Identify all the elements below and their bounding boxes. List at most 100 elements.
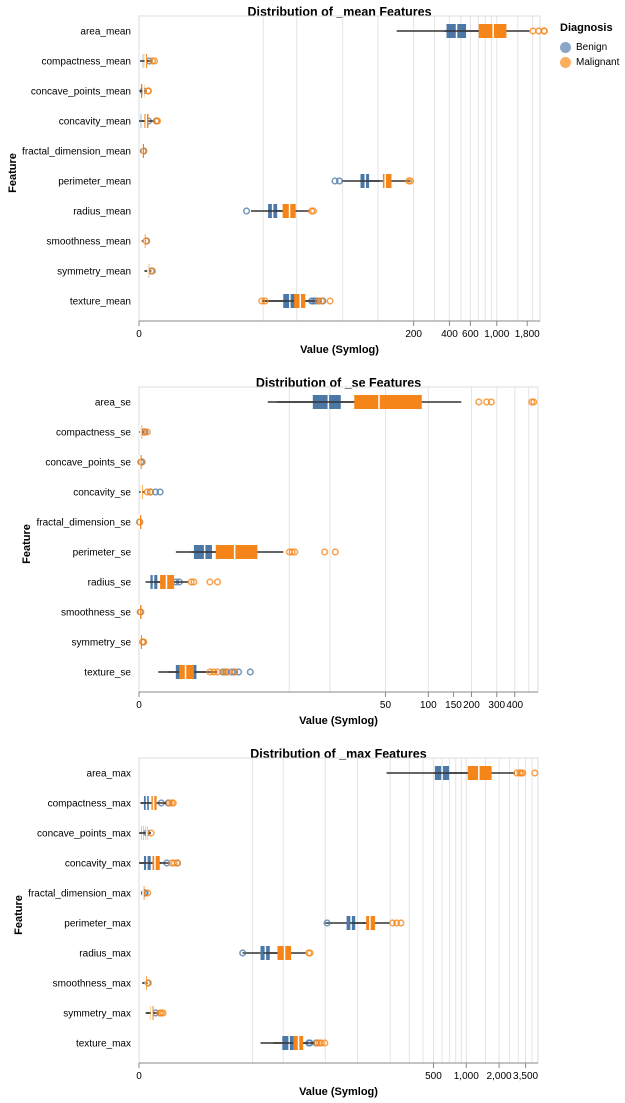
x-axis-title: Value (Symlog) [300, 344, 379, 356]
outlier-point [150, 57, 159, 65]
legend: Diagnosis Benign Malignant [560, 22, 619, 70]
outlier-point [335, 177, 344, 185]
box-body [467, 766, 492, 780]
y-tick-label: perimeter_mean [58, 177, 131, 188]
box-malignant-concave_points_mean[interactable] [140, 84, 153, 98]
outlier-point [140, 638, 148, 646]
box-malignant-concavity_max[interactable] [139, 856, 182, 870]
outlier-point [146, 488, 155, 496]
outlier-point [206, 668, 214, 676]
y-tick-label: compactness_max [48, 799, 131, 810]
outlier-point [318, 297, 326, 305]
outlier-point [235, 668, 243, 676]
outlier-point [258, 297, 266, 305]
y-tick-label: concave_points_mean [31, 87, 131, 98]
outlier-point [483, 398, 491, 406]
outlier-point [190, 578, 198, 586]
box-body [152, 856, 160, 870]
outlier-point [187, 578, 195, 586]
outlier-point [165, 799, 174, 807]
box-malignant-area_mean[interactable] [444, 24, 548, 38]
box-malignant-compactness_max[interactable] [141, 796, 177, 810]
box-malignant-smoothness_mean[interactable] [142, 234, 150, 248]
grid [262, 16, 534, 321]
box-malignant-symmetry_mean[interactable] [145, 264, 157, 278]
box-malignant-radius_max[interactable] [263, 946, 314, 960]
box-malignant-concavity_mean[interactable] [140, 114, 162, 128]
y-tick-label: area_max [87, 769, 131, 780]
legend-item-malignant[interactable]: Malignant [560, 55, 619, 70]
panel-3: Distribution of _max Features 0 500 1,000 2,… [13, 747, 539, 1098]
legend-item-benign[interactable]: Benign [560, 40, 619, 55]
y-tick-label: concave_points_se [45, 458, 131, 469]
panel-title: Distribution of _mean Features [247, 5, 431, 19]
y-tick-label: concavity_se [73, 488, 131, 499]
x-tick-label: 400 [441, 329, 458, 340]
x-tick-label: 0 [136, 700, 142, 711]
box-malignant-texture_max[interactable] [273, 1036, 329, 1050]
box-malignant-perimeter_max[interactable] [350, 916, 405, 930]
box-malignant-texture_mean[interactable] [258, 294, 334, 308]
box-malignant-area_se[interactable] [276, 395, 538, 409]
plot-frame [138, 15, 541, 322]
outlier-point [144, 979, 153, 987]
outlier-point [136, 518, 144, 526]
outlier-point [153, 117, 162, 125]
box-malignant-fractal_dimension_se[interactable] [136, 515, 144, 529]
outlier-point [223, 668, 232, 676]
box-malignant-concave_points_max[interactable] [140, 826, 155, 840]
outlier-point [147, 829, 155, 837]
outlier-point [530, 398, 538, 406]
box-malignant-compactness_se[interactable] [139, 425, 151, 439]
box-malignant-texture_se[interactable] [168, 665, 239, 679]
y-tick-label: concavity_max [65, 859, 131, 870]
box-malignant-area_max[interactable] [434, 766, 539, 780]
x-tick-label: 1,000 [484, 329, 509, 340]
outlier-point [242, 207, 251, 215]
x-tick-label: 3,500 [513, 1071, 538, 1082]
box-malignant-concavity_se[interactable] [139, 485, 155, 499]
box-malignant-symmetry_max[interactable] [145, 1006, 167, 1020]
box-malignant-radius_se[interactable] [150, 575, 222, 589]
outlier-point [144, 87, 153, 95]
y-axis-title: Feature [7, 153, 19, 193]
x-tick-label: 0 [136, 1071, 142, 1082]
box-malignant-radius_mean[interactable] [267, 204, 317, 218]
box-body [139, 455, 142, 469]
y-tick-label: concave_points_max [37, 829, 131, 840]
box-malignant-perimeter_mean[interactable] [360, 174, 415, 188]
box-malignant-fractal_dimension_mean[interactable] [140, 144, 148, 158]
outlier-point [393, 919, 401, 927]
outlier-point [213, 668, 222, 676]
box-malignant-symmetry_se[interactable] [139, 635, 148, 649]
grid [288, 387, 530, 692]
x-tick-label: 50 [380, 700, 392, 711]
outlier-point [231, 668, 239, 676]
y-tick-label: radius_mean [73, 207, 131, 218]
plot-frame [138, 386, 539, 693]
outlier-point [144, 889, 152, 897]
legend-swatch-malignant [560, 57, 571, 68]
x-tick-label: 300 [488, 700, 505, 711]
y-tick-label: radius_se [88, 578, 132, 589]
outlier-point [397, 919, 405, 927]
box-malignant-smoothness_se[interactable] [137, 605, 145, 619]
box-malignant-smoothness_max[interactable] [142, 976, 153, 990]
y-tick-label: symmetry_se [72, 638, 132, 649]
y-tick-label: perimeter_max [64, 919, 131, 930]
y-tick-label: radius_max [79, 949, 131, 960]
box-malignant-compactness_mean[interactable] [141, 54, 159, 68]
outlier-point [306, 949, 314, 957]
outlier-point [143, 428, 151, 436]
outlier-point [148, 267, 157, 275]
box-malignant-fractal_dimension_max[interactable] [141, 886, 152, 900]
x-axis-title: Value (Symlog) [299, 715, 378, 727]
outlier-point [317, 1039, 325, 1047]
y-tick-label: fractal_dimension_mean [22, 147, 131, 158]
box-malignant-perimeter_se[interactable] [191, 545, 339, 559]
x-tick-label: 500 [425, 1071, 442, 1082]
box-malignant-concave_points_se[interactable] [137, 455, 146, 469]
outlier-point [406, 177, 415, 185]
outlier-point [291, 548, 299, 556]
x-tick-label: 0 [136, 329, 142, 340]
